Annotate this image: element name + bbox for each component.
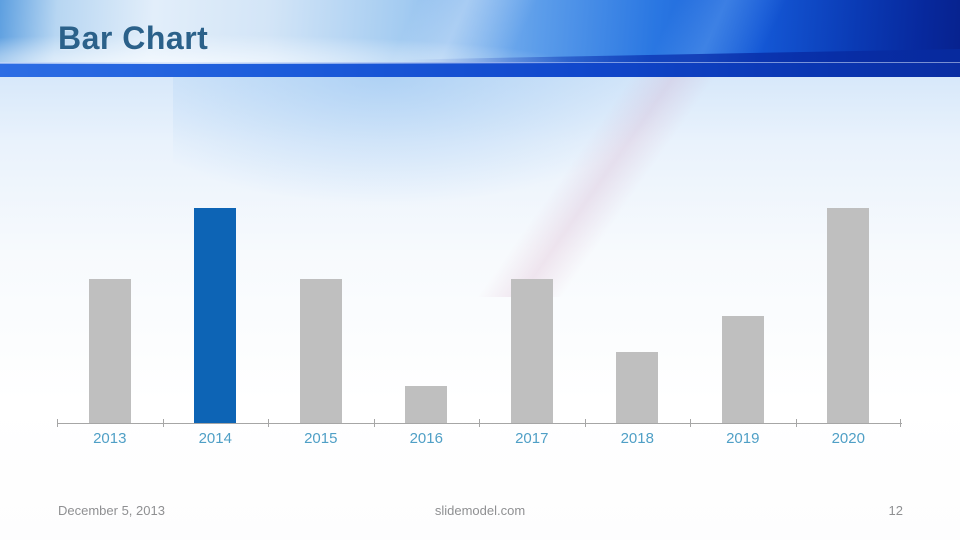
bar-slot [796,208,902,423]
x-axis-labels: 2013 2014 2015 2016 2017 2018 2019 2020 [57,430,901,448]
bar-2015 [299,278,342,423]
bar-2018 [616,352,659,423]
bar-2016 [405,386,448,423]
slide-header [0,0,960,77]
x-axis-label: 2019 [726,430,760,447]
x-axis-ticks [57,419,901,427]
x-axis-label: 2016 [409,430,443,447]
bar-slot [690,208,796,423]
axis-tick [479,419,480,427]
bar-2013 [88,278,131,423]
axis-tick [690,419,691,427]
axis-tick [268,419,269,427]
axis-tick [795,419,797,427]
axis-tick [162,419,164,427]
x-axis-label: 2018 [620,430,654,447]
bar-slot [57,208,163,423]
x-axis-label: 2014 [198,430,232,447]
bar-slot [479,208,585,423]
x-axis-label: 2017 [515,430,549,447]
footer-date: December 5, 2013 [58,503,165,518]
bar-2017 [510,278,553,423]
x-axis-label: 2020 [831,430,865,447]
bar-slot [585,208,691,423]
footer-page-number: 12 [888,503,903,518]
axis-tick [373,419,375,427]
slide-title: Bar Chart [58,20,209,56]
plot-area [57,208,901,423]
axis-tick [57,419,58,427]
footer-website: slidemodel.com [434,503,526,518]
x-axis-label: 2015 [304,430,338,447]
x-axis-label: 2013 [93,430,127,447]
slide-body-background [0,57,960,540]
slide-footer: December 5, 2013 slidemodel.com 12 [0,503,960,523]
bar-2020 [827,208,870,423]
axis-tick [900,419,901,427]
bar-slot [374,208,480,423]
bar-2014 [194,208,237,423]
bar-slot [268,208,374,423]
bar-2019 [721,315,764,423]
axis-tick [584,419,586,427]
bar-slot [163,208,269,423]
